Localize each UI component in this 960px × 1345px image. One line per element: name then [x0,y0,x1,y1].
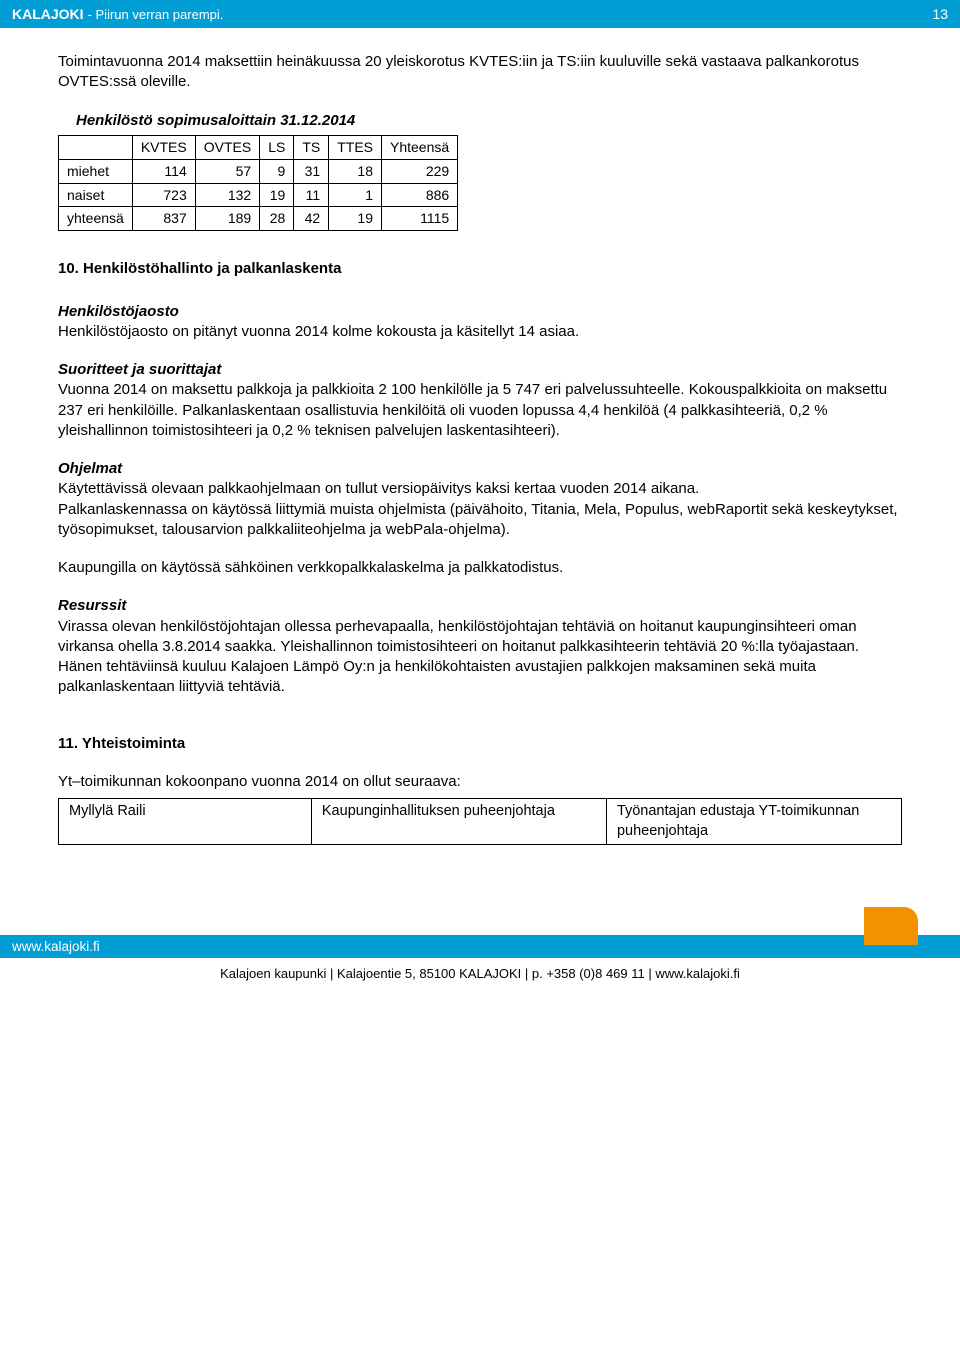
table-header-cell: TS [294,135,329,159]
logo-flag-icon [864,907,918,945]
table-cell: 1115 [382,207,458,231]
table-cell: 189 [195,207,259,231]
personnel-table: KVTES OVTES LS TS TTES Yhteensä miehet 1… [58,135,458,232]
section-10-title: 10. Henkilöstöhallinto ja palkanlaskenta [58,259,902,279]
kalajoki-logo: KALAJOKI [858,907,918,959]
resurssit-text: Virassa olevan henkilöstöjohtajan olless… [58,617,902,698]
ohjelmat-p1: Käytettävissä olevaan palkkaohjelmaan on… [58,479,902,499]
ohjelmat-p3: Kaupungilla on käytössä sähköinen verkko… [58,558,902,578]
resurssit-heading: Resurssit [58,597,126,614]
table-row: miehet 114 57 9 31 18 229 [59,159,458,183]
roles-name-cell: Myllylä Raili [59,799,312,845]
table-heading: Henkilöstö sopimusaloittain 31.12.2014 [76,111,902,131]
table-cell: naiset [59,183,133,207]
table-header-cell [59,135,133,159]
table-cell: 9 [260,159,294,183]
section-11-title: 11. Yhteistoiminta [58,734,902,754]
roles-rep-cell: Työnantajan edustaja YT-toimikunnan puhe… [606,799,901,845]
subsection-heading: Resurssit [58,596,902,616]
footer-info: Kalajoen kaupunki | Kalajoentie 5, 85100… [0,958,960,991]
subsection-heading: Ohjelmat [58,459,902,479]
yt-intro: Yt–toimikunnan kokoonpano vuonna 2014 on… [58,772,902,792]
intro-paragraph: Toimintavuonna 2014 maksettiin heinäkuus… [58,52,902,93]
table-row: Myllylä Raili Kaupunginhallituksen puhee… [59,799,902,845]
logo-text: KALAJOKI [858,947,918,959]
header-left: KALAJOKI - Piirun verran parempi. [12,6,223,22]
table-cell: 19 [260,183,294,207]
table-cell: 837 [132,207,195,231]
header-bar: KALAJOKI - Piirun verran parempi. 13 [0,0,960,28]
footer-area: KALAJOKI www.kalajoki.fi Kalajoen kaupun… [0,935,960,991]
table-cell: 723 [132,183,195,207]
table-cell: 11 [294,183,329,207]
table-cell: 886 [382,183,458,207]
henkilostojaosto-heading: Henkilöstöjaosto [58,303,179,320]
table-cell: 42 [294,207,329,231]
table-cell: 28 [260,207,294,231]
ohjelmat-p2: Palkanlaskennassa on käytössä liittymiä … [58,500,902,541]
table-cell: 132 [195,183,259,207]
table-header-cell: LS [260,135,294,159]
footer-url: www.kalajoki.fi [12,939,100,954]
footer-bar: www.kalajoki.fi [0,935,960,958]
table-cell: 19 [329,207,382,231]
henkilostojaosto-text: Henkilöstöjaosto on pitänyt vuonna 2014 … [58,322,902,342]
table-header-cell: Yhteensä [382,135,458,159]
ohjelmat-heading: Ohjelmat [58,460,122,477]
table-cell: 31 [294,159,329,183]
table-header-cell: OVTES [195,135,259,159]
table-cell: 18 [329,159,382,183]
table-cell: yhteensä [59,207,133,231]
header-slogan: - Piirun verran parempi. [88,7,224,22]
table-cell: 1 [329,183,382,207]
table-cell: miehet [59,159,133,183]
suoritteet-text: Vuonna 2014 on maksettu palkkoja ja palk… [58,380,902,441]
table-header-row: KVTES OVTES LS TS TTES Yhteensä [59,135,458,159]
header-city: KALAJOKI [12,6,84,22]
roles-role-cell: Kaupunginhallituksen puheenjohtaja [311,799,606,845]
table-cell: 229 [382,159,458,183]
table-header-cell: KVTES [132,135,195,159]
roles-table: Myllylä Raili Kaupunginhallituksen puhee… [58,798,902,845]
table-cell: 114 [132,159,195,183]
subsection-heading: Henkilöstöjaosto [58,302,902,322]
table-row: naiset 723 132 19 11 1 886 [59,183,458,207]
page-number: 13 [932,6,948,22]
document-content: Toimintavuonna 2014 maksettiin heinäkuus… [0,28,960,875]
table-header-cell: TTES [329,135,382,159]
table-row: yhteensä 837 189 28 42 19 1115 [59,207,458,231]
table-cell: 57 [195,159,259,183]
subsection-heading: Suoritteet ja suorittajat [58,360,902,380]
suoritteet-heading: Suoritteet ja suorittajat [58,361,221,378]
